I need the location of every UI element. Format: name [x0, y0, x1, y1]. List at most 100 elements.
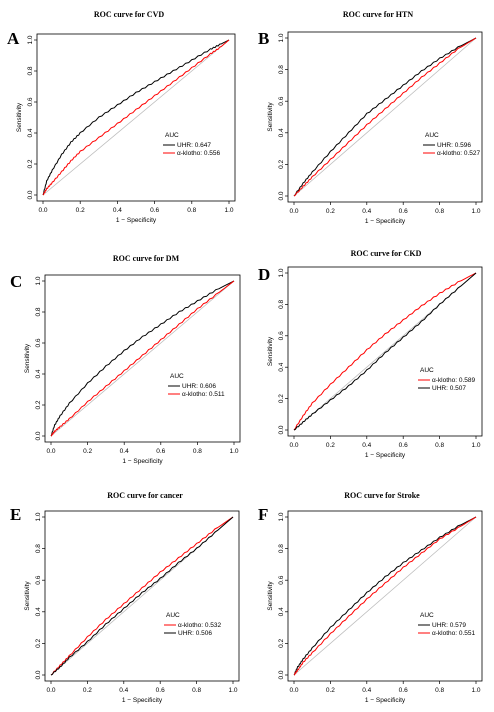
roc-series-line: [293, 37, 477, 197]
x-tick-label: 0.0: [289, 442, 298, 449]
y-tick-label: 0.6: [278, 331, 285, 340]
x-tick-label: 1.0: [471, 208, 480, 215]
y-axis-label: Sensitivity: [267, 336, 274, 366]
x-tick-label: 0.0: [46, 687, 55, 694]
roc-panel-e: 0.0 0.0 0.2 0.2 0.4 0.4 0.6 0.6 0.8 0.8 1.0 1.0 1 − …: [10, 491, 240, 704]
legend-title: AUC: [425, 132, 439, 139]
roc-series-line: [293, 516, 477, 676]
y-axis-label: Sensitivity: [24, 581, 31, 611]
y-tick-label: 1.0: [35, 512, 42, 521]
x-tick-label: 1.0: [228, 687, 237, 694]
x-tick-label: 1.0: [229, 448, 238, 455]
legend-entry: α-klotho: 0.532: [178, 622, 222, 629]
legend-entry: UHR: 0.606: [182, 383, 216, 390]
roc-series-line: [293, 272, 477, 431]
y-tick-label: 1.0: [278, 512, 285, 521]
y-tick-label: 0.6: [35, 575, 42, 584]
panel-label: B: [258, 29, 269, 48]
y-tick-label: 0.4: [278, 362, 285, 371]
plot-frame: [36, 33, 236, 202]
x-tick-label: 0.2: [326, 687, 335, 694]
legend-entry: UHR: 0.506: [178, 630, 212, 637]
y-tick-label: 0.4: [278, 128, 285, 137]
roc-panel-c: 0.0 0.0 0.2 0.2 0.4 0.4 0.6 0.6 0.8 0.8 1.0 1.0 1 − …: [10, 254, 241, 465]
x-tick-label: 0.8: [435, 208, 444, 215]
roc-series-line: [293, 37, 477, 197]
legend-title: AUC: [420, 367, 434, 374]
y-tick-label: 0.6: [278, 575, 285, 584]
roc-series-line: [50, 280, 235, 437]
legend-entry: α-klotho: 0.589: [432, 377, 476, 384]
y-tick-label: 0.0: [278, 425, 285, 434]
x-tick-label: 0.4: [120, 448, 129, 455]
y-axis-label: Sensitivity: [267, 581, 274, 611]
legend-entry: α-klotho: 0.511: [182, 391, 225, 398]
roc-series-line: [293, 516, 477, 676]
y-tick-label: 0.8: [35, 544, 42, 553]
x-tick-label: 1.0: [471, 687, 480, 694]
legend-entry: UHR: 0.507: [432, 385, 466, 392]
reference-diagonal: [50, 280, 235, 437]
chart-title: ROC curve for cancer: [107, 491, 183, 500]
plot-frame: [44, 510, 240, 682]
x-tick-label: 0.0: [46, 448, 55, 455]
y-tick-label: 0.2: [278, 160, 285, 169]
y-tick-label: 0.0: [35, 670, 42, 679]
y-tick-label: 1.0: [278, 33, 285, 42]
x-axis-label: 1 − Specificity: [116, 217, 157, 224]
y-tick-label: 0.8: [27, 66, 34, 75]
y-tick-label: 0.6: [278, 96, 285, 105]
roc-series-line: [50, 280, 235, 437]
y-tick-label: 0.8: [278, 65, 285, 74]
y-tick-label: 0.4: [35, 607, 42, 616]
roc-panel-f: 0.0 0.0 0.2 0.2 0.4 0.4 0.6 0.6 0.8 0.8 1.0 1.0 1 − …: [258, 491, 483, 704]
x-tick-label: 0.8: [192, 687, 201, 694]
plot-frame: [287, 510, 483, 682]
x-tick-label: 0.8: [187, 207, 196, 214]
x-tick-label: 0.0: [289, 687, 298, 694]
roc-panel-b: 0.0 0.0 0.2 0.2 0.4 0.4 0.6 0.6 0.8 0.8 1.0 1.0 1 − …: [258, 10, 483, 225]
x-tick-label: 0.8: [435, 687, 444, 694]
x-tick-label: 0.6: [399, 687, 408, 694]
chart-title: ROC curve for HTN: [343, 10, 414, 19]
y-tick-label: 0.2: [35, 639, 42, 648]
roc-series-line: [293, 272, 477, 431]
x-tick-label: 0.4: [362, 442, 371, 449]
x-tick-label: 0.2: [326, 208, 335, 215]
chart-title: ROC curve for DM: [113, 254, 180, 263]
legend-entry: α-klotho: 0.551: [432, 630, 476, 637]
panel-label: A: [7, 29, 20, 48]
reference-diagonal: [42, 39, 230, 196]
x-tick-label: 0.4: [362, 687, 371, 694]
legend-entry: α-klotho: 0.527: [437, 150, 481, 157]
y-tick-label: 1.0: [27, 35, 34, 44]
x-tick-label: 0.4: [362, 208, 371, 215]
chart-title: ROC curve for CKD: [351, 249, 422, 258]
x-axis-label: 1 − Specificity: [365, 452, 406, 459]
y-tick-label: 0.8: [278, 300, 285, 309]
y-axis-label: Sensitivity: [16, 102, 23, 132]
x-tick-label: 0.2: [76, 207, 85, 214]
x-tick-label: 0.0: [38, 207, 47, 214]
roc-panel-a: 0.0 0.0 0.2 0.2 0.4 0.4 0.6 0.6 0.8 0.8 1.0 1.0 1 − …: [7, 10, 236, 224]
roc-series-line: [42, 39, 230, 196]
x-tick-label: 0.8: [193, 448, 202, 455]
legend-title: AUC: [170, 373, 184, 380]
x-axis-label: 1 − Specificity: [365, 697, 406, 704]
plot-frame: [287, 31, 483, 203]
x-tick-label: 0.6: [399, 208, 408, 215]
y-tick-label: 0.8: [278, 544, 285, 553]
roc-series-line: [50, 516, 234, 676]
x-axis-label: 1 − Specificity: [122, 458, 163, 465]
legend-title: AUC: [420, 612, 434, 619]
panel-label: C: [10, 272, 22, 291]
x-tick-label: 0.0: [289, 208, 298, 215]
y-tick-label: 0.0: [278, 191, 285, 200]
x-tick-label: 0.8: [435, 442, 444, 449]
x-tick-label: 0.6: [156, 448, 165, 455]
chart-title: ROC curve for CVD: [94, 10, 165, 19]
x-tick-label: 0.2: [83, 448, 92, 455]
legend-entry: UHR: 0.596: [437, 142, 471, 149]
roc-panel-d: 0.0 0.0 0.2 0.2 0.4 0.4 0.6 0.6 0.8 0.8 1.0 1.0 1 − …: [258, 249, 483, 459]
